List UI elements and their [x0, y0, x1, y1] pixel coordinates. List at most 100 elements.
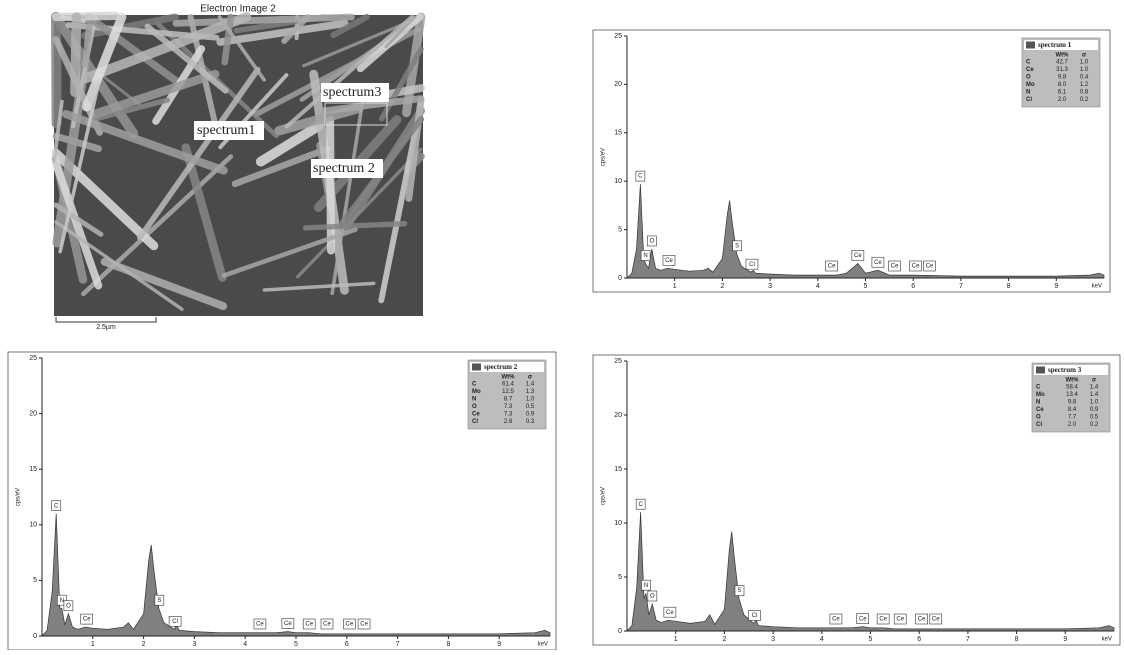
legend-element: Mo [1026, 82, 1035, 88]
legend-title: spectrum 1 [1038, 41, 1072, 49]
y-tick-label: 20 [614, 81, 622, 88]
legend-value: 1.4 [526, 382, 535, 388]
peak-label: Ce [256, 622, 264, 628]
scale-label: 2.5µm [96, 324, 116, 331]
legend-value: 1.0 [526, 397, 535, 403]
legend-value: 1.4 [1090, 385, 1099, 391]
y-tick-label: 20 [29, 410, 37, 417]
legend-value: 31.3 [1056, 67, 1068, 73]
legend-value: 2.8 [504, 419, 513, 425]
legend-column: σ [528, 375, 532, 381]
legend-value: 8.7 [504, 397, 513, 403]
legend-element: Ce [1036, 407, 1044, 413]
x-tick-label: 6 [911, 283, 915, 290]
y-axis-label: cps/eV [601, 487, 607, 505]
peak-label: O [649, 239, 654, 245]
peak-label: S [157, 598, 161, 604]
peak-label: Ce [305, 622, 313, 628]
peak-label: C [638, 502, 643, 508]
scale-bar [56, 317, 156, 322]
spectrum-label: spectrum3 [323, 85, 381, 100]
legend-value: 2.0 [1058, 97, 1067, 103]
y-tick-label: 20 [614, 412, 622, 419]
fiber [330, 119, 331, 250]
fiber [56, 17, 57, 123]
x-tick-label: 4 [820, 636, 824, 643]
legend-column: σ [1082, 53, 1086, 59]
legend-element: Mo [472, 389, 481, 395]
peak-label: Ce [832, 617, 840, 623]
legend-element: O [1026, 75, 1031, 81]
legend-value: 42.7 [1056, 60, 1068, 66]
legend-value: 0.9 [526, 412, 535, 418]
peak-label: Cl [172, 619, 178, 625]
legend-value: 8.0 [1058, 82, 1067, 88]
peak-label: Ce [828, 264, 836, 270]
legend-value: 1.3 [526, 389, 535, 395]
peak-label: C [54, 503, 59, 509]
legend-value: 13.4 [1066, 392, 1078, 398]
legend-value: 7.3 [504, 412, 513, 418]
legend-value: 0.2 [1090, 422, 1099, 428]
x-tick-label: 2 [142, 641, 146, 648]
y-tick-label: 15 [29, 466, 37, 473]
x-tick-label: 4 [243, 641, 247, 648]
y-tick-label: 10 [614, 178, 622, 185]
fiber [56, 16, 116, 17]
peak-label: Ce [346, 622, 354, 628]
legend-column: σ [1092, 378, 1096, 384]
legend-element: N [1026, 90, 1030, 96]
peak-label: Ce [879, 617, 887, 623]
legend-element: Cl [1026, 97, 1032, 103]
legend-value: 0.5 [1090, 415, 1099, 421]
x-tick-label: 7 [966, 636, 970, 643]
peak-label: Ce [360, 622, 368, 628]
x-tick-label: 5 [294, 641, 298, 648]
legend-swatch [1026, 42, 1035, 49]
y-tick-label: 25 [614, 33, 622, 40]
peak-label: Ce [891, 264, 899, 270]
legend-value: 0.9 [1090, 407, 1099, 413]
y-tick-label: 5 [618, 226, 622, 233]
x-tick-label: 8 [446, 641, 450, 648]
peak-label: N [60, 598, 64, 604]
legend-value: 9.8 [1058, 75, 1067, 81]
peak-label: Ce [896, 617, 904, 623]
legend-column: Wt% [1066, 378, 1080, 384]
peak-label: Ce [912, 264, 920, 270]
peak-label: Ce [874, 260, 882, 266]
y-tick-label: 5 [33, 577, 37, 584]
legend-element: C [1026, 60, 1031, 66]
legend-value: 6.1 [1058, 90, 1067, 96]
image-title: Electron Image 2 [200, 4, 276, 15]
peak-label: Ce [859, 616, 867, 622]
legend-element: Ce [472, 412, 480, 418]
x-tick-label: 7 [396, 641, 400, 648]
peak-label: Ce [926, 264, 934, 270]
x-tick-label: 2 [720, 283, 724, 290]
x-tick-label: 1 [674, 636, 678, 643]
x-tick-label: 7 [959, 283, 963, 290]
x-tick-label: 3 [771, 636, 775, 643]
y-tick-label: 10 [614, 520, 622, 527]
legend-column: Wt% [502, 375, 516, 381]
peak-label: S [737, 588, 741, 594]
x-tick-label: 2 [722, 636, 726, 643]
y-tick-label: 25 [614, 358, 622, 365]
peak-label: Ce [854, 253, 862, 259]
x-tick-label: 1 [91, 641, 95, 648]
legend-value: 2.0 [1068, 422, 1077, 428]
legend-swatch [472, 364, 481, 371]
x-tick-label: 3 [768, 283, 772, 290]
legend-element: C [1036, 385, 1041, 391]
legend-element: O [1036, 415, 1041, 421]
x-tick-label: 5 [864, 283, 868, 290]
peak-label: Ce [666, 610, 674, 616]
x-tick-label: 9 [497, 641, 501, 648]
y-tick-label: 15 [614, 130, 622, 137]
peak-label: Ce [665, 258, 673, 264]
legend-value: 0.5 [526, 404, 535, 410]
spectrum-label: spectrum 2 [313, 161, 375, 176]
